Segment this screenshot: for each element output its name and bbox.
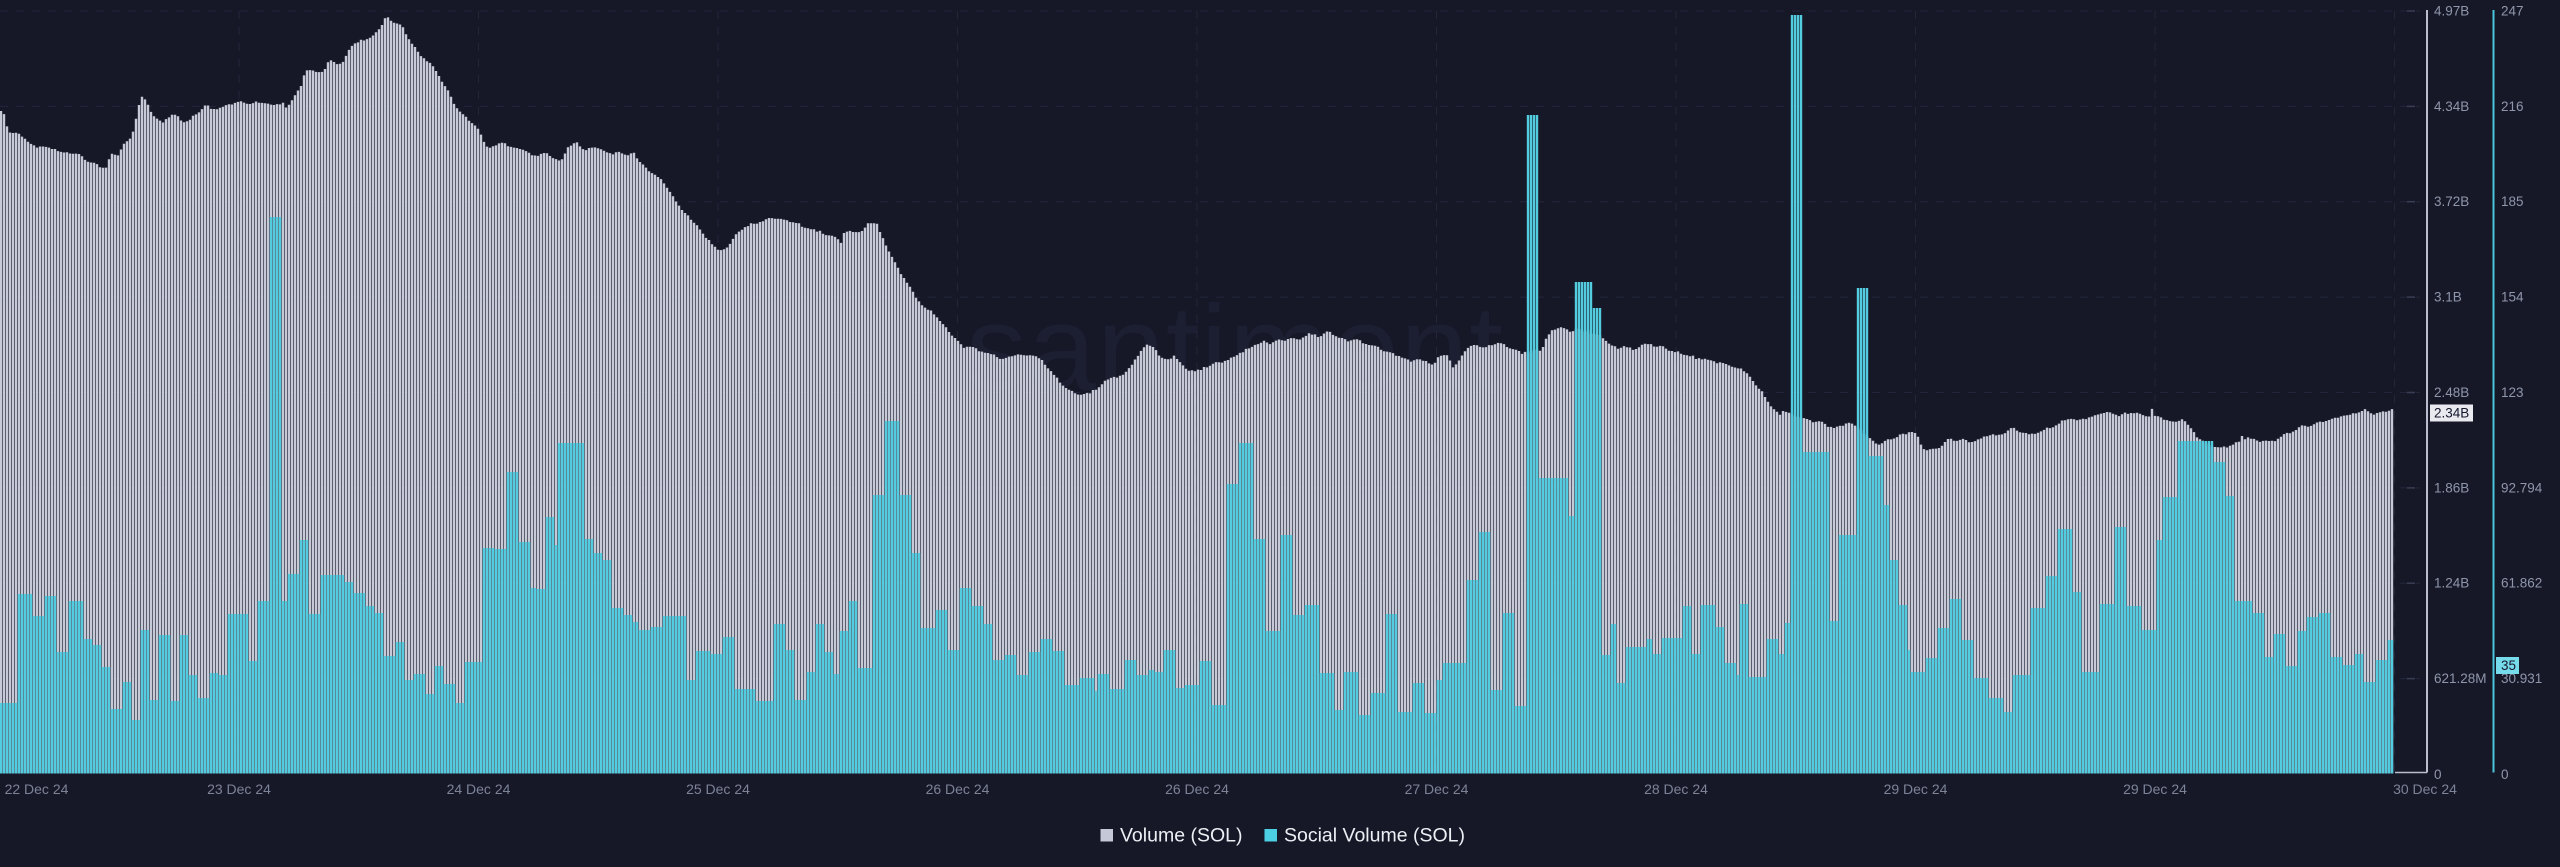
svg-text:22 Dec 24: 22 Dec 24 [5, 781, 69, 797]
svg-text:3.72B: 3.72B [2434, 194, 2469, 209]
svg-text:4.34B: 4.34B [2434, 99, 2469, 114]
svg-text:26 Dec 24: 26 Dec 24 [1165, 781, 1229, 797]
svg-text:23 Dec 24: 23 Dec 24 [207, 781, 271, 797]
svg-text:25 Dec 24: 25 Dec 24 [686, 781, 750, 797]
svg-text:27 Dec 24: 27 Dec 24 [1405, 781, 1469, 797]
svg-text:30 Dec 24: 30 Dec 24 [2393, 781, 2457, 797]
svg-text:0: 0 [2434, 767, 2442, 782]
svg-text:216: 216 [2501, 99, 2524, 114]
svg-text:247: 247 [2501, 4, 2524, 19]
svg-text:1.86B: 1.86B [2434, 480, 2469, 495]
svg-text:30.931: 30.931 [2501, 671, 2542, 686]
svg-text:24 Dec 24: 24 Dec 24 [447, 781, 511, 797]
svg-text:Volume (SOL): Volume (SOL) [1120, 825, 1242, 847]
svg-text:2.34B: 2.34B [2434, 406, 2469, 421]
svg-text:1.24B: 1.24B [2434, 576, 2469, 591]
svg-text:2.48B: 2.48B [2434, 385, 2469, 400]
svg-text:0: 0 [2501, 767, 2509, 782]
svg-text:154: 154 [2501, 290, 2524, 305]
svg-text:185: 185 [2501, 194, 2524, 209]
svg-text:621.28M: 621.28M [2434, 671, 2487, 686]
svg-text:29 Dec 24: 29 Dec 24 [1884, 781, 1948, 797]
svg-text:123: 123 [2501, 385, 2524, 400]
svg-text:3.1B: 3.1B [2434, 290, 2462, 305]
svg-text:29 Dec 24: 29 Dec 24 [2123, 781, 2187, 797]
svg-text:61.862: 61.862 [2501, 576, 2542, 591]
svg-text:35: 35 [2501, 658, 2516, 673]
svg-text:Social Volume (SOL): Social Volume (SOL) [1284, 825, 1465, 847]
svg-text:28 Dec 24: 28 Dec 24 [1644, 781, 1708, 797]
svg-text:92.794: 92.794 [2501, 480, 2543, 495]
svg-text:26 Dec 24: 26 Dec 24 [926, 781, 990, 797]
svg-text:4.97B: 4.97B [2434, 4, 2469, 19]
